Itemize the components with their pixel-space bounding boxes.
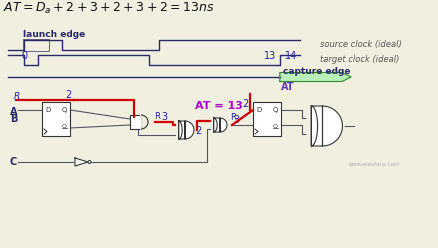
Text: D: D [45,107,50,113]
Text: 13: 13 [263,51,275,61]
Bar [23,39,49,51]
Bar [130,115,141,129]
Text: Q: Q [62,124,67,129]
Text: D: D [255,107,261,113]
Text: 3: 3 [161,113,167,123]
Text: R: R [230,113,235,122]
Text: AT: AT [280,83,294,93]
Text: AT = 13: AT = 13 [194,101,242,111]
Text: A: A [10,107,18,117]
Text: 0: 0 [21,51,27,61]
Text: 3: 3 [233,115,239,125]
Bar [42,102,70,136]
Polygon shape [178,121,194,139]
Text: 2: 2 [194,126,201,136]
Polygon shape [75,158,88,166]
Text: R: R [154,112,159,121]
Text: source clock (ideal): source clock (ideal) [319,40,401,50]
Text: 14: 14 [284,51,297,61]
Bar [252,102,280,136]
Text: launch edge: launch edge [23,30,85,39]
Text: www.elecfans.com: www.elecfans.com [349,162,400,167]
Polygon shape [279,72,350,82]
Text: capture edge: capture edge [282,67,350,76]
Polygon shape [311,106,342,146]
Text: Q: Q [62,107,67,113]
Text: $AT = D_a + 2 + 3 + 2 + 3 + 2 = 13ns$: $AT = D_a + 2 + 3 + 2 + 3 + 2 = 13ns$ [3,1,214,16]
Text: Q: Q [272,124,277,129]
Text: R: R [14,92,20,101]
Text: 2: 2 [242,99,248,109]
Text: target clock (ideal): target clock (ideal) [319,56,399,64]
Text: Q: Q [272,107,278,113]
Polygon shape [213,118,226,132]
Text: B: B [10,114,18,124]
Text: 2: 2 [65,91,71,100]
Text: C: C [10,157,17,167]
